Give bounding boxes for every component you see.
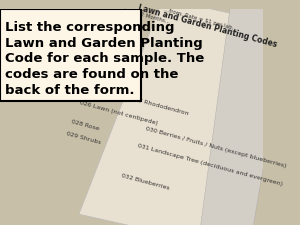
Text: ...past 12 Months...: ...past 12 Months... bbox=[118, 6, 171, 25]
Text: 030 Berries / Fruits / Nuts (except blueberries): 030 Berries / Fruits / Nuts (except blue… bbox=[145, 126, 286, 169]
Text: 031 Landscape Tree (deciduous and evergreen): 031 Landscape Tree (deciduous and evergr… bbox=[137, 143, 283, 186]
Text: 032 Blueberries: 032 Blueberries bbox=[121, 173, 170, 191]
Text: 029 Shrubs: 029 Shrubs bbox=[66, 132, 101, 146]
Text: 026 Lawn (not centipede): 026 Lawn (not centipede) bbox=[79, 100, 158, 126]
Polygon shape bbox=[79, 0, 289, 225]
Text: 024 Vegetable Garden: 024 Vegetable Garden bbox=[26, 75, 96, 98]
Text: 022 Lawn / Centipede: 022 Lawn / Centipede bbox=[37, 50, 104, 72]
Text: 025 Mtn. Laurel / Rhododendron: 025 Mtn. Laurel / Rhododendron bbox=[89, 84, 189, 115]
Text: Lawn and Garden Planting: Lawn and Garden Planting bbox=[5, 37, 203, 50]
Text: 023 Flower Garden: 023 Flower Garden bbox=[32, 64, 91, 84]
Text: back of the form.: back of the form. bbox=[5, 84, 134, 97]
Bar bbox=[0, 9, 141, 101]
Text: Code for each sample. The: Code for each sample. The bbox=[5, 52, 204, 65]
Text: 028 Rose: 028 Rose bbox=[71, 119, 100, 132]
Text: List the corresponding: List the corresponding bbox=[5, 21, 174, 34]
Text: ...from. Rate = $1 per lab...: ...from. Rate = $1 per lab... bbox=[163, 8, 238, 32]
Text: codes are found on the: codes are found on the bbox=[5, 68, 178, 81]
Text: 020 Acres / Canola / Tobacco: 020 Acres / Canola / Tobacco bbox=[47, 34, 136, 62]
Text: Lawn and Garden Planting Codes: Lawn and Garden Planting Codes bbox=[137, 3, 278, 49]
Polygon shape bbox=[200, 0, 289, 225]
